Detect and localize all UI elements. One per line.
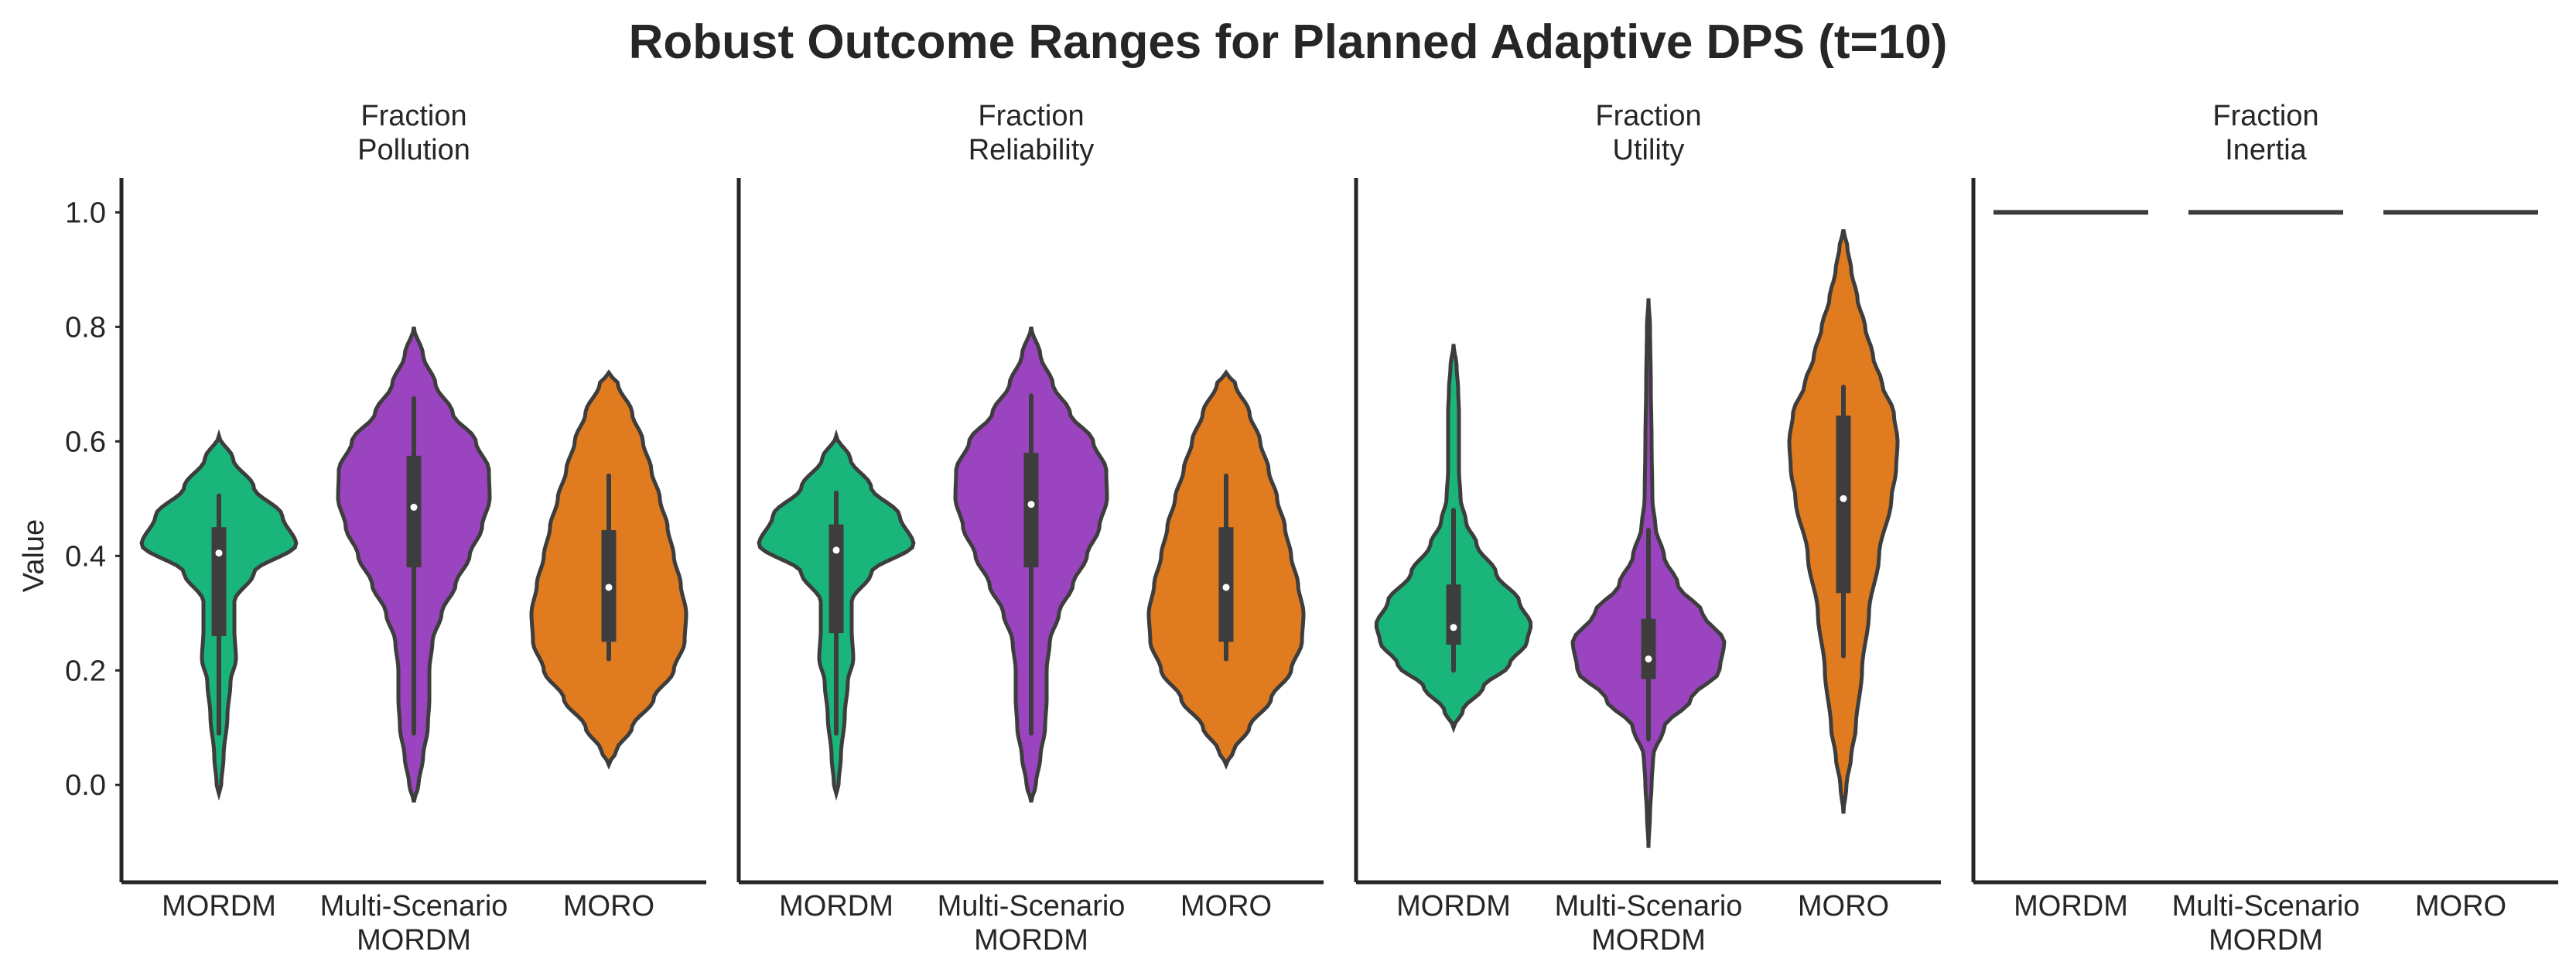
facet-title-line: Fraction — [360, 100, 466, 132]
x-tick-label: MORDM — [2014, 890, 2128, 923]
x-tick-label: Multi-Scenario — [938, 890, 1126, 923]
facet-title-line: Reliability — [969, 134, 1095, 166]
facet-title-line: Utility — [1613, 134, 1685, 166]
y-axis-label: Value — [18, 519, 50, 592]
x-tick-label: MORO — [2415, 890, 2506, 923]
facet-title-line: Fraction — [978, 100, 1084, 132]
facet-title-line: Pollution — [357, 134, 470, 166]
violin-median-dot — [1450, 624, 1457, 632]
y-tick-label: 1.0 — [65, 197, 106, 229]
violin-median-dot — [1222, 584, 1230, 591]
y-tick-label: 0.4 — [65, 540, 106, 573]
violin-median-dot — [215, 549, 223, 557]
x-tick-label: MORDM — [2209, 924, 2323, 957]
violin-median-dot — [1840, 495, 1847, 502]
y-tick-label: 0.6 — [65, 426, 106, 458]
x-tick-label: Multi-Scenario — [1555, 890, 1743, 923]
x-tick-label: Multi-Scenario — [320, 890, 508, 923]
facet-title-line: Inertia — [2225, 134, 2307, 166]
x-tick-label: MORDM — [779, 890, 893, 923]
y-tick-label: 0.0 — [65, 769, 106, 802]
facet-panels: FractionPollution0.00.20.40.60.81.0MORDM… — [65, 100, 2558, 957]
x-tick-label: MORO — [1798, 890, 1889, 923]
facet-title-line: Fraction — [2212, 100, 2318, 132]
violin-median-dot — [832, 546, 840, 554]
x-tick-label: MORDM — [1396, 890, 1511, 923]
y-tick-label: 0.2 — [65, 655, 106, 687]
x-tick-label: MORDM — [974, 924, 1088, 957]
x-tick-label: MORDM — [357, 924, 471, 957]
figure-title: Robust Outcome Ranges for Planned Adapti… — [629, 15, 1948, 69]
y-tick-label: 0.8 — [65, 311, 106, 344]
x-tick-label: Multi-Scenario — [2172, 890, 2360, 923]
facet-title-line: Fraction — [1595, 100, 1701, 132]
violin-median-dot — [605, 584, 613, 591]
x-tick-label: MORDM — [162, 890, 276, 923]
x-tick-label: MORO — [1180, 890, 1272, 923]
violin-median-dot — [1027, 501, 1035, 508]
x-tick-label: MORDM — [1591, 924, 1706, 957]
violin-median-dot — [410, 503, 418, 511]
x-tick-label: MORO — [563, 890, 654, 923]
violin-median-dot — [1645, 655, 1652, 662]
